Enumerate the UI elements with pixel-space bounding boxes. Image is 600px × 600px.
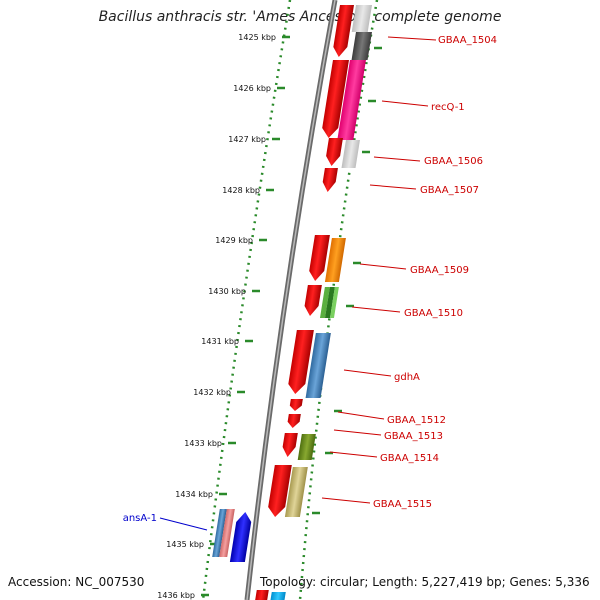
feature-GBAA_1515 xyxy=(284,467,308,517)
feature-GBAA_1510 xyxy=(324,287,335,318)
feature-ansA-1 xyxy=(212,509,227,557)
gene-features xyxy=(212,5,372,600)
feature-gdhA xyxy=(305,333,331,398)
kbp-tick-label: 1435 kbp xyxy=(166,540,204,549)
genome-summary: Topology: circular; Length: 5,227,419 bp… xyxy=(260,575,590,589)
cds-feature xyxy=(282,433,298,457)
feature-GBAA_1506 xyxy=(341,140,360,168)
gene-label[interactable]: GBAA_1507 xyxy=(420,185,479,196)
gene-label-leader xyxy=(369,184,417,190)
kbp-tick-label: 1426 kbp xyxy=(233,84,271,93)
gene-label-leader xyxy=(387,36,437,41)
kbp-tick-label: 1425 kbp xyxy=(238,33,276,42)
kbp-tick-label: 1427 kbp xyxy=(228,135,266,144)
kbp-tick-label: 1434 kbp xyxy=(175,490,213,499)
gene-label-leader xyxy=(373,156,421,162)
cds-feature xyxy=(288,330,314,394)
gene-label[interactable]: GBAA_1512 xyxy=(387,415,446,426)
kbp-tick-label: 1431 kbp xyxy=(201,337,239,346)
gene-labels: GBAA_1504 recQ-1 GBAA_1506 GBAA_1507 GBAA_15… xyxy=(123,35,497,531)
cds-feature xyxy=(333,5,354,57)
cds-feature xyxy=(322,168,338,192)
gene-label-leader xyxy=(337,411,385,420)
gene-label[interactable]: GBAA_1514 xyxy=(380,453,439,464)
gene-label-leader xyxy=(351,306,401,313)
cds-feature xyxy=(304,285,322,316)
genome-backbone-highlight xyxy=(246,0,336,600)
cds-feature xyxy=(322,60,349,138)
feature-GBAA_1514 xyxy=(297,434,316,460)
kbp-tick-label: 1436 kbp xyxy=(157,591,195,600)
gene-label[interactable]: ansA-1 xyxy=(123,513,157,524)
kbp-ticks: 1425 kbp 1426 kbp 1427 kbp 1428 kbp 1429 kbp… xyxy=(157,33,382,600)
cds-feature xyxy=(309,235,330,281)
cds-feature xyxy=(268,465,292,517)
cds-feature xyxy=(326,138,343,166)
cds-feature xyxy=(289,399,303,411)
kbp-tick-label: 1433 kbp xyxy=(184,439,222,448)
feature-GBAA_1510 xyxy=(319,287,330,318)
gene-label-leader xyxy=(159,517,208,531)
gene-label[interactable]: gdhA xyxy=(394,372,420,383)
feature-GBAA_1509 xyxy=(324,238,346,282)
feature-GBAA_1510 xyxy=(329,287,339,318)
gene-label[interactable]: GBAA_1513 xyxy=(384,431,443,442)
kbp-tick-label: 1429 kbp xyxy=(215,236,253,245)
gene-label-leader xyxy=(381,100,429,107)
gene-label[interactable]: recQ-1 xyxy=(431,102,465,113)
gene-label-leader xyxy=(333,429,382,436)
feature-recQ-1 xyxy=(337,60,366,140)
gene-label[interactable]: GBAA_1504 xyxy=(438,35,497,46)
kbp-tick-label: 1430 kbp xyxy=(208,287,246,296)
forward-track-guide xyxy=(298,0,379,600)
feature-ansA-1 xyxy=(219,509,235,557)
cds-feature xyxy=(255,590,269,600)
cds-feature xyxy=(270,592,286,600)
feature-ansA-1 xyxy=(229,512,252,562)
cds-feature xyxy=(287,414,301,428)
kbp-scale-guide xyxy=(201,0,292,600)
feature-GBAA_1504 xyxy=(351,32,372,60)
gene-label-leader xyxy=(343,369,392,377)
gene-label[interactable]: GBAA_1515 xyxy=(373,499,432,510)
gene-label[interactable]: GBAA_1509 xyxy=(410,265,469,276)
gene-label-leader xyxy=(359,263,407,270)
kbp-tick-label: 1432 kbp xyxy=(193,388,231,397)
gene-label[interactable]: GBAA_1510 xyxy=(404,308,463,319)
map-title: Bacillus anthracis str. 'Ames Ancestor',… xyxy=(98,9,502,25)
feature-GBAA_1504 xyxy=(351,5,372,32)
kbp-tick-label: 1428 kbp xyxy=(222,186,260,195)
gene-label-leader xyxy=(321,497,371,504)
gene-label-leader xyxy=(329,451,378,458)
gene-label[interactable]: GBAA_1506 xyxy=(424,156,483,167)
accession-text: Accession: NC_007530 xyxy=(8,575,145,589)
